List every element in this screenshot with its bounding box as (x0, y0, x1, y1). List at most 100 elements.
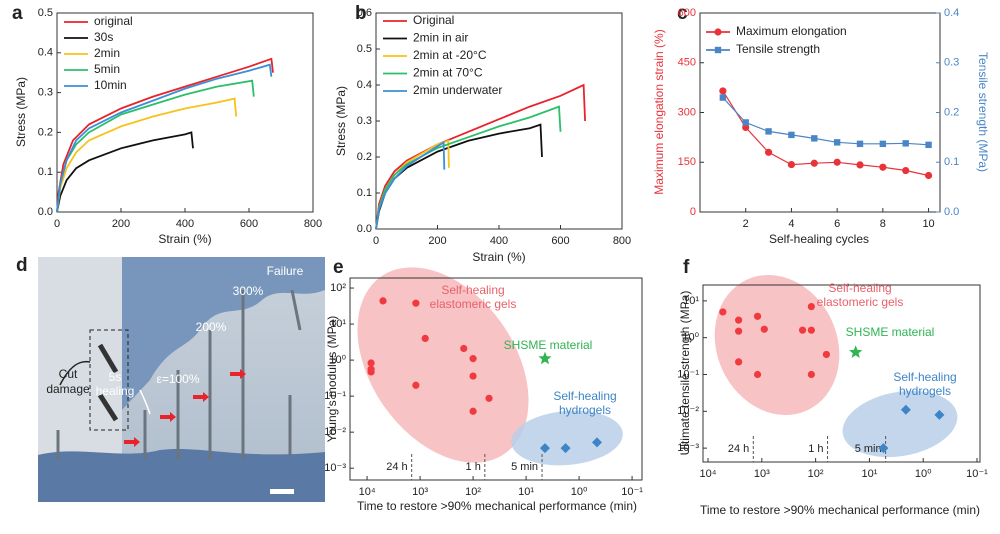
y-tick-label: 0.5 (38, 7, 53, 19)
series-line (56, 131, 194, 213)
marker (856, 161, 864, 169)
legend-label: Original (413, 13, 454, 27)
series-line (375, 141, 446, 230)
x-tick-label: 10⁴ (700, 468, 717, 480)
marker (379, 297, 387, 305)
photo-label: Cut (59, 367, 78, 381)
marker (798, 326, 807, 334)
y-tick-label: 0.2 (38, 126, 53, 138)
photo-label: 300% (233, 284, 264, 298)
photo-label: 5s (109, 370, 122, 384)
x-axis-label: Strain (%) (158, 232, 211, 246)
photo-label: ε=100% (156, 372, 199, 386)
marker (460, 344, 468, 353)
marker (469, 372, 477, 380)
panel-letter: c (677, 3, 688, 24)
x-tick-label: 600 (240, 218, 258, 230)
y-tick-label: 0.4 (38, 47, 53, 59)
plot-frame (349, 277, 643, 481)
x-axis-label: Self-healing cycles (769, 232, 869, 246)
panel-letter: a (12, 3, 23, 24)
series-line (722, 90, 929, 177)
marker (810, 159, 818, 167)
legend-label: Maximum elongation (736, 24, 847, 38)
marker (764, 148, 773, 156)
marker (849, 345, 863, 358)
y-tick-label: 600 (678, 7, 696, 19)
x-tick-label: 2 (743, 218, 749, 230)
chart-panel: a 0 200 400 600 800 0.0 0.1 0.2 0.3 0.4 0.5 Strain (… (12, 3, 322, 246)
cut-pieces (97, 343, 119, 422)
chart-panel: f 10⁴ 10³ 10² 10¹ 10⁰ 10⁻¹ 10¹ 10⁰ 10⁻¹ 10⁻² 10⁻³ Ti… (677, 257, 988, 517)
y-tick-label: 0.1 (38, 166, 53, 178)
x-tick-label: 10⁻¹ (621, 486, 643, 498)
annotation: Self-healing (828, 281, 891, 295)
x-tick-label: 200 (428, 235, 446, 247)
y-tick-label: 0 (690, 206, 696, 218)
annotation: hydrogels (559, 403, 611, 417)
x-axis-label: Strain (%) (472, 250, 525, 264)
marker (539, 443, 550, 454)
y2-axis-label: Tensile strength (MPa) (976, 52, 990, 172)
region (842, 390, 958, 458)
x-tick-label: 8 (880, 218, 886, 230)
inset-box (89, 329, 129, 431)
legend-label: 2min underwater (413, 83, 502, 97)
red-arrows (124, 369, 246, 447)
y-axis-label: Maximum elongation strain (%) (652, 29, 666, 194)
x-tick-label: 400 (490, 235, 508, 247)
annotation: SHSME material (504, 338, 593, 352)
y-axis-label: Young's modulus (MPa) (325, 316, 339, 443)
series-line (56, 57, 274, 213)
time-marker-label: 1 h (808, 443, 823, 455)
time-marker-label: 24 h (386, 461, 407, 473)
marker (719, 87, 727, 95)
marker (753, 312, 762, 320)
chart-panel: c 2 4 6 8 10 0 150 300 450 600 0.0 0.1 0.2 0.3 0.4 Self-… (652, 3, 990, 246)
y-tick-label: 0.0 (357, 223, 372, 235)
y2-tick-label: 0.0 (944, 206, 959, 218)
marker (879, 163, 887, 171)
y2-tick-label: 0.3 (944, 57, 959, 69)
marker (788, 131, 795, 139)
y-tick-label: 10¹ (683, 295, 699, 307)
marker (760, 325, 768, 333)
x-axis-label: Time to restore >90% mechanical performa… (357, 499, 637, 513)
marker (412, 381, 420, 389)
marker (367, 359, 375, 367)
legend-label: 2min (94, 46, 120, 60)
marker (735, 316, 743, 324)
chart-panel: b 0 200 400 600 800 0.0 0.1 0.2 0.3 0.4 0.5 0.6 Strai… (334, 3, 631, 264)
y2-tick-label: 0.1 (944, 156, 959, 168)
x-tick-label: 10⁴ (359, 486, 376, 498)
photo-label: healing (96, 384, 135, 398)
y-tick-label: 150 (678, 156, 696, 168)
marker (719, 94, 727, 101)
region (357, 267, 529, 463)
x-tick-label: 10⁰ (571, 486, 588, 498)
y2-tick-label: 0.2 (944, 106, 959, 118)
panel-letter: d (16, 255, 28, 276)
y-tick-label: 10¹ (330, 318, 346, 330)
legend-label: original (94, 14, 133, 28)
y-tick-label: 10⁰ (329, 354, 346, 366)
annotation: elastomeric gels (817, 295, 904, 309)
photo-panel: Cut damage 5s healing ε=100% 200% 300% F… (16, 255, 325, 502)
photo-label: 200% (196, 320, 227, 334)
marker (469, 407, 477, 415)
marker (878, 443, 889, 454)
x-tick-label: 10 (922, 218, 934, 230)
legend-label: 2min at 70°C (413, 66, 483, 80)
y-axis-label: Ultimate tensile strength (MPa) (678, 291, 692, 456)
y-tick-label: 10⁻¹ (677, 368, 699, 380)
x-tick-label: 10¹ (518, 486, 534, 498)
marker (742, 119, 749, 126)
arrow (59, 360, 91, 386)
time-marker-label: 24 h (728, 443, 749, 455)
marker (833, 158, 841, 166)
series-line (375, 105, 562, 230)
marker (469, 355, 477, 363)
y-tick-label: 0.6 (357, 7, 372, 19)
panel-letter: e (333, 257, 344, 278)
series-line (56, 63, 273, 213)
